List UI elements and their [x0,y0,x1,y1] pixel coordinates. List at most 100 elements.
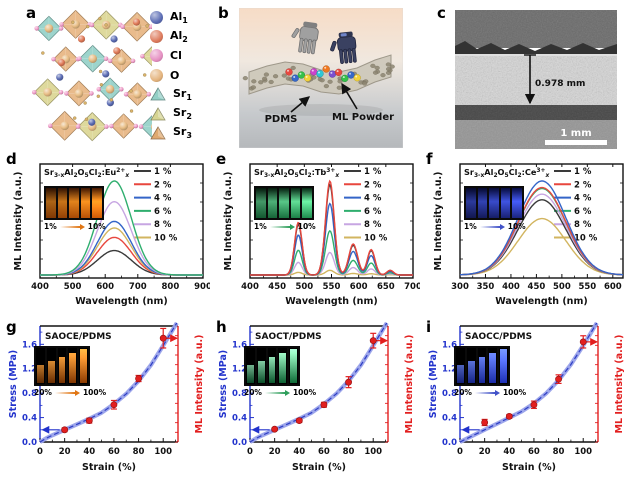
ml-powder-spheres [285,65,361,83]
stress-tick-label: 0.8 [232,389,247,399]
legend-item-label: Sr2 [173,105,192,122]
inset-strip [46,348,56,384]
ml-data-points [61,327,167,434]
stress-tick-label: 0.0 [442,438,457,448]
legend-entry: 8 % [574,220,592,230]
x-tick-label: 500 [295,282,313,292]
strain-tick-label: 20 [59,447,71,457]
inset-strip [80,188,91,218]
legend-entry: 1 % [574,167,592,177]
stress-axis-title: Stress (MPa) [428,350,439,418]
inset-gradient-arrow [479,225,500,228]
strain-tick-label: 20 [479,447,491,457]
legend-entry: 10 % [364,234,388,244]
legend-item-cl: Cl [150,46,210,65]
sr1-tetrahedron-icon [150,87,166,101]
inset-strip-glow [80,349,87,383]
inset-gradient-legend: 1% 10% [464,222,526,231]
photo-inset-saoce: 20% 100% [34,346,106,397]
legend-entry: 2 % [574,180,592,190]
x-axis-title: Wavelength (nm) [495,296,587,307]
inset-strip-glow [290,349,297,383]
panel-g: g 0.0 0.4 0.8 1.2 1.6 0 20 40 60 80 100 Strain (%) S… [4,316,212,480]
x-tick-label: 500 [64,282,82,292]
inset-arrowhead-icon [494,389,500,396]
inset-strip-glow [47,361,55,383]
film-shadow [259,104,383,116]
inset-strip-glow [247,365,254,383]
inset-strip [36,348,45,384]
inset-strip-glow [69,353,77,383]
chart-title: SAOCT/PDMS [255,332,322,342]
inset-photo-strips [464,186,524,220]
x-axis-title: Strain (%) [292,462,346,473]
inset-strip [256,188,266,218]
inset-strip [79,348,88,384]
inset-strip [279,188,289,218]
stress-strain-chart-saoce: 0.0 0.4 0.8 1.2 1.6 0 20 40 60 80 100 Strain (%) Str… [8,321,205,473]
x-tick-label: 700 [129,282,147,292]
series-10% [40,227,203,276]
strain-tick-label: 0 [247,447,253,457]
legend-item-sr2: Sr2 [150,104,210,123]
inset-strip [267,348,277,384]
chart-legend: 1 % 2 % 4 % 6 % 8 % 10 % [344,167,388,244]
x-tick-label: 300 [451,282,469,292]
inset-strip-glow [37,365,44,383]
x-tick-label: 900 [194,282,210,292]
crystal-structure-image [31,10,152,142]
inset-strip [499,348,508,384]
legend-item-label: Sr1 [173,86,192,102]
legend-entry: 2 % [154,180,172,190]
ml-powder-arrow [341,82,358,110]
strain-tick-label: 60 [108,447,120,457]
legend-entry: 8 % [364,220,382,230]
strain-tick-label: 100 [364,447,382,457]
legend-entry: 1 % [364,167,382,177]
inset-strip [456,348,465,384]
scale-bar [545,140,607,145]
ml-data-points [271,332,377,433]
legend-entry: 6 % [574,207,592,217]
axes: 0.0 0.4 0.8 1.2 1.6 0 20 40 60 80 100 [442,325,599,457]
inset-strip [488,348,498,384]
y-axis-title: ML Intensity (a.u.) [13,172,24,271]
stress-tick-label: 0.4 [22,414,37,424]
oxygen-dots [41,16,149,121]
panel-a: a Al1 Al2 Cl O Sr1 Sr2 Sr3 [4,2,212,150]
pdms-arrow [290,96,310,113]
spectra-series [459,180,624,276]
x-tick-label: 400 [502,282,520,292]
ml-spectrum-chart-eu: 400 500 600 700 800 900 Wavelength (nm) ML Inte… [13,163,210,307]
inset-strip-glow [457,365,464,383]
inset-gradient-arrow [264,391,285,394]
chart-title: Sr3-xAl2O5Cl2:Ce3+x [464,167,549,179]
x-tick-label: 350 [477,282,495,292]
strain-tick-label: 40 [83,447,95,457]
rough-interface [455,41,617,56]
panel-i-label: i [426,318,432,336]
inset-strip [69,188,79,218]
legend-entry: 4 % [364,194,382,204]
legend-entry: 6 % [154,207,172,217]
panel-h-label: h [216,318,227,336]
inset-arrowhead-icon [499,223,505,230]
cl-sphere-icon [150,49,163,63]
inset-end-label: 100% [502,388,527,397]
strain-tick-label: 0 [37,447,43,457]
series-10% [460,217,623,276]
x-tick-label: 600 [350,282,368,292]
strain-tick-label: 40 [293,447,305,457]
x-tick-label: 450 [268,282,286,292]
axes: 0.0 0.4 0.8 1.2 1.6 0 20 40 60 80 100 [22,325,179,457]
stress-tick-label: 1.6 [442,340,457,350]
hand-icon [291,21,319,55]
stress-tick-label: 1.2 [232,365,247,375]
inset-strip [256,348,266,384]
inset-gradient-arrow [269,225,290,228]
photo-inset-saoct: 20% 100% [244,346,316,397]
axes: 400 450 500 550 600 650 700 [241,163,420,292]
inset-strip [466,348,476,384]
series-1% [40,249,203,276]
